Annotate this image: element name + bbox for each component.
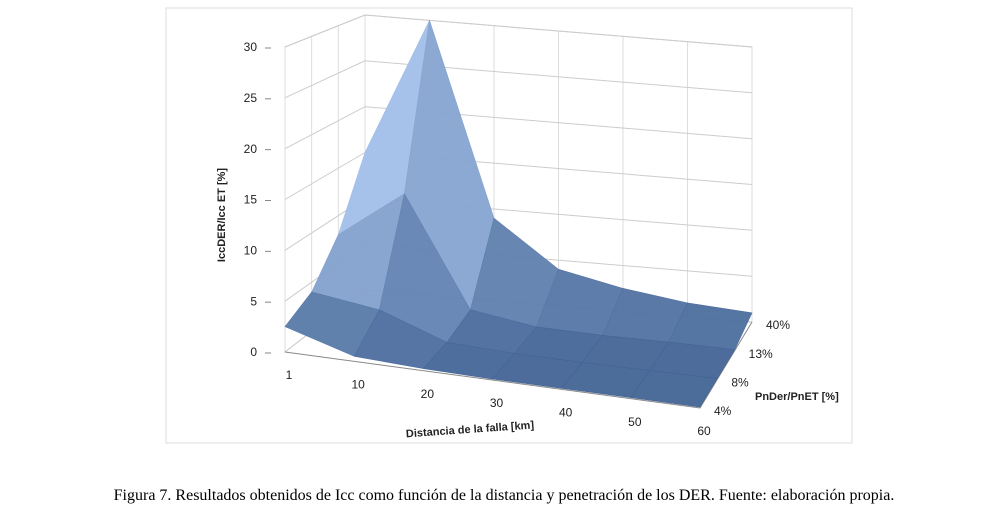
z-axis-label: IccDER/Icc ET [%] [216,168,228,262]
grid-line [284,106,753,150]
depth-axis-label: PnDer/PnET [%] [755,391,839,403]
grid-line [284,14,753,48]
x-axis-label: Distancia de la falla [km] [406,419,535,440]
z-tick-label: 0 [250,345,257,359]
x-tick-label: 20 [421,387,435,401]
z-tick-label: 5 [250,294,257,308]
z-tick-label: 15 [244,193,258,207]
z-tick-label: 30 [244,40,258,54]
axis-line [284,321,753,409]
depth-tick-label: 4% [714,404,732,418]
depth-tick-label: 13% [749,347,773,361]
x-tick-label: 10 [351,378,365,392]
surface-cell [630,370,718,408]
grid-line [284,60,753,99]
depth-tick-label: 8% [731,376,749,390]
z-tick-label: 20 [244,142,258,156]
x-tick-label: 1 [286,368,293,382]
z-tick-label: 25 [244,91,258,105]
chart: IccDER/Icc ET [%] Distancia de la falla … [165,7,853,444]
x-tick-label: 50 [628,415,642,429]
caption: Figura 7. Resultados obtenidos de Icc co… [113,487,895,504]
x-tick-label: 30 [490,396,504,410]
depth-tick-label: 40% [766,318,790,332]
x-tick-label: 40 [559,406,573,420]
x-tick-label: 60 [697,424,711,438]
chart-frame [165,7,853,444]
z-tick-label: 10 [244,244,258,258]
